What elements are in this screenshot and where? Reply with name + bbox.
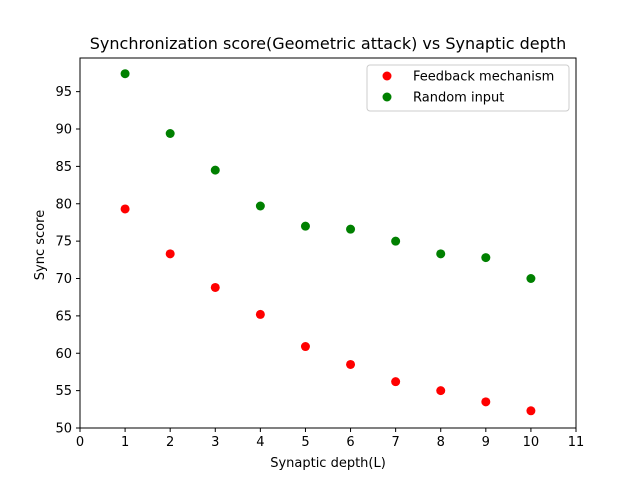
plot-frame (79, 57, 577, 429)
x-tick-label: 6 (346, 435, 354, 450)
data-point-random-input (526, 274, 536, 284)
chart-title: Synchronization score(Geometric attack) … (90, 34, 566, 53)
axis-ticks: 0 1 2 3 4 5 6 7 8 9 10 11 50 55 60 65 70 75 80 85 90 95 (55, 85, 584, 450)
data-point-feedback-mechanism (346, 359, 356, 369)
x-tick-label: 7 (391, 435, 399, 450)
data-point-feedback-mechanism (255, 309, 265, 319)
x-tick-label: 10 (523, 435, 540, 450)
y-tick-label: 95 (55, 85, 72, 100)
data-point-random-input (120, 69, 130, 79)
data-point-feedback-mechanism (391, 377, 401, 387)
y-tick-label: 65 (55, 309, 72, 324)
legend: Feedback mechanism Random input (366, 64, 570, 112)
data-points (120, 69, 536, 416)
x-tick-label: 0 (76, 435, 84, 450)
x-tick-label: 8 (437, 435, 445, 450)
data-point-random-input (210, 165, 220, 175)
data-point-feedback-mechanism (300, 342, 310, 352)
y-tick-label: 70 (55, 272, 72, 287)
y-tick-label: 75 (55, 235, 72, 250)
legend-label: Feedback mechanism (413, 70, 554, 85)
data-point-feedback-mechanism (526, 406, 536, 416)
y-tick-label: 85 (55, 160, 72, 175)
x-tick-label: 1 (121, 435, 129, 450)
data-point-feedback-mechanism (436, 386, 446, 396)
data-point-random-input (165, 128, 175, 138)
data-point-feedback-mechanism (120, 204, 130, 214)
data-point-feedback-mechanism (481, 397, 491, 407)
x-axis-label: Synaptic depth(L) (270, 456, 386, 471)
legend-marker (382, 71, 392, 81)
y-tick-label: 60 (55, 347, 72, 362)
x-tick-label: 2 (166, 435, 174, 450)
legend-label: Random input (413, 91, 504, 106)
data-point-random-input (481, 253, 491, 263)
x-tick-label: 5 (301, 435, 309, 450)
y-tick-label: 55 (55, 384, 72, 399)
data-point-random-input (300, 221, 310, 231)
x-tick-label: 9 (482, 435, 490, 450)
x-tick-label: 3 (211, 435, 219, 450)
data-point-feedback-mechanism (210, 282, 220, 292)
data-point-random-input (346, 224, 356, 234)
legend-box (366, 64, 570, 112)
x-tick-label: 4 (256, 435, 264, 450)
data-point-random-input (391, 236, 401, 246)
y-tick-label: 80 (55, 197, 72, 212)
y-axis-label: Sync score (33, 210, 48, 280)
y-tick-label: 90 (55, 123, 72, 138)
x-tick-label: 11 (568, 435, 585, 450)
data-point-random-input (255, 201, 265, 211)
data-point-feedback-mechanism (165, 249, 175, 259)
data-point-random-input (436, 249, 446, 259)
legend-marker (382, 92, 392, 102)
y-tick-label: 50 (55, 422, 72, 437)
